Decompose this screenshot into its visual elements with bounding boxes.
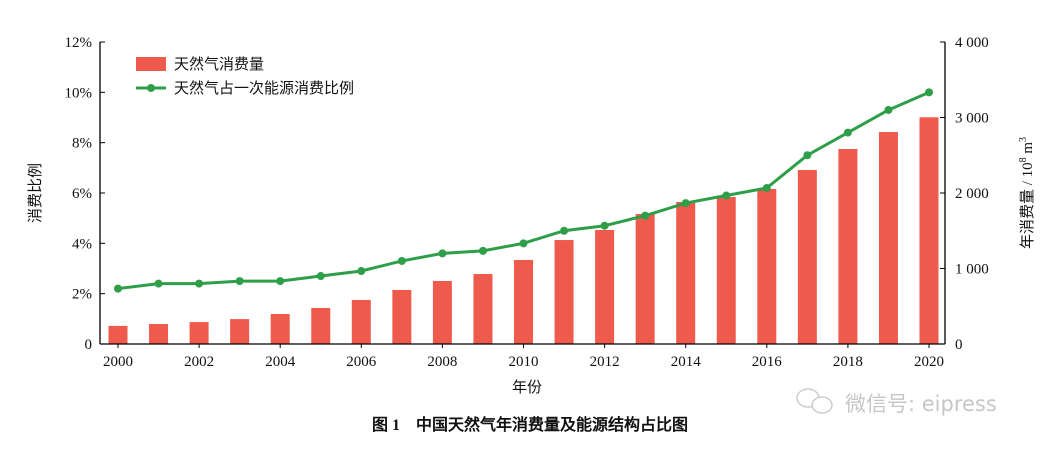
left-tick-label: 0 (85, 337, 93, 353)
right-tick-label: 1 000 (955, 262, 989, 278)
bar-2003 (230, 319, 250, 344)
bar-2005 (311, 307, 331, 344)
left-tick-label: 10% (65, 85, 93, 101)
legend-line-label: 天然气占一次能源消费比例 (174, 80, 354, 97)
bar-2012 (595, 229, 615, 344)
left-tick-label: 8% (72, 136, 92, 152)
point-2012 (600, 221, 609, 230)
point-2003 (235, 277, 244, 286)
point-2015 (722, 191, 731, 200)
x-tick-label: 2018 (833, 354, 863, 370)
bar-2002 (189, 322, 209, 344)
bar-2017 (797, 169, 817, 344)
point-2013 (641, 211, 650, 220)
x-tick-label: 2010 (509, 354, 539, 370)
x-axis-label: 年份 (512, 379, 542, 396)
point-2005 (316, 272, 325, 281)
point-2004 (276, 277, 285, 286)
bar-2010 (514, 259, 533, 344)
left-tick-label: 2% (72, 287, 92, 303)
x-tick-label: 2008 (427, 354, 457, 370)
bar-2006 (351, 299, 371, 344)
watermark-text: 微信号: eipress (845, 392, 997, 416)
bar-2019 (878, 131, 898, 344)
wechat-icon (796, 388, 833, 414)
legend-bar-label: 天然气消费量 (174, 56, 264, 73)
bar-2007 (392, 290, 412, 344)
legend-line-marker (147, 84, 155, 92)
x-tick-label: 2016 (752, 354, 783, 370)
bar-2004 (270, 314, 290, 344)
right-tick-label: 2 000 (955, 186, 989, 202)
left-tick-label: 4% (72, 236, 92, 252)
bar-2013 (635, 213, 655, 344)
right-axis-label: 年消费量 / 108 m3 (1018, 137, 1036, 249)
legend: 天然气消费量 天然气占一次能源消费比例 (136, 56, 354, 97)
x-tick-label: 2006 (346, 354, 377, 370)
point-2014 (681, 199, 690, 208)
point-2018 (843, 128, 852, 137)
chart-title: 图 1 中国天然气年消费量及能源结构占比图 (372, 415, 688, 434)
point-2011 (560, 226, 569, 235)
left-tick-label: 6% (72, 186, 92, 202)
point-2010 (519, 239, 528, 248)
bar-2020 (919, 117, 939, 344)
x-tick-label: 2004 (265, 354, 296, 370)
bar-2001 (149, 323, 169, 344)
point-2007 (397, 256, 406, 265)
point-2019 (884, 105, 893, 114)
x-tick-label: 2014 (671, 354, 702, 370)
point-2009 (478, 246, 487, 255)
x-tick-label: 2002 (184, 354, 214, 370)
watermark: 微信号: eipress (796, 388, 997, 416)
bar-2018 (838, 148, 858, 344)
bar-2008 (432, 280, 452, 344)
point-2008 (438, 249, 447, 258)
left-axis-label: 消费比例 (27, 163, 44, 223)
right-tick-label: 4 000 (955, 35, 989, 51)
point-2016 (762, 183, 771, 192)
right-tick-label: 3 000 (955, 111, 989, 127)
point-2000 (114, 284, 122, 293)
legend-bar-swatch (136, 57, 166, 71)
x-tick-label: 2000 (103, 354, 133, 370)
bar-2011 (554, 240, 574, 344)
bar-2015 (716, 197, 736, 344)
bar-2016 (757, 188, 777, 344)
bar-2009 (473, 274, 493, 344)
right-tick-label: 0 (955, 337, 963, 353)
point-2006 (357, 267, 366, 276)
point-2020 (925, 88, 933, 97)
bar-2000 (108, 325, 128, 344)
point-2001 (154, 279, 163, 288)
bar-2014 (676, 201, 696, 344)
x-tick-label: 2012 (590, 354, 620, 370)
point-2017 (803, 151, 812, 160)
left-tick-label: 12% (65, 35, 93, 51)
x-tick-label: 2020 (914, 354, 944, 370)
point-2002 (195, 279, 204, 288)
